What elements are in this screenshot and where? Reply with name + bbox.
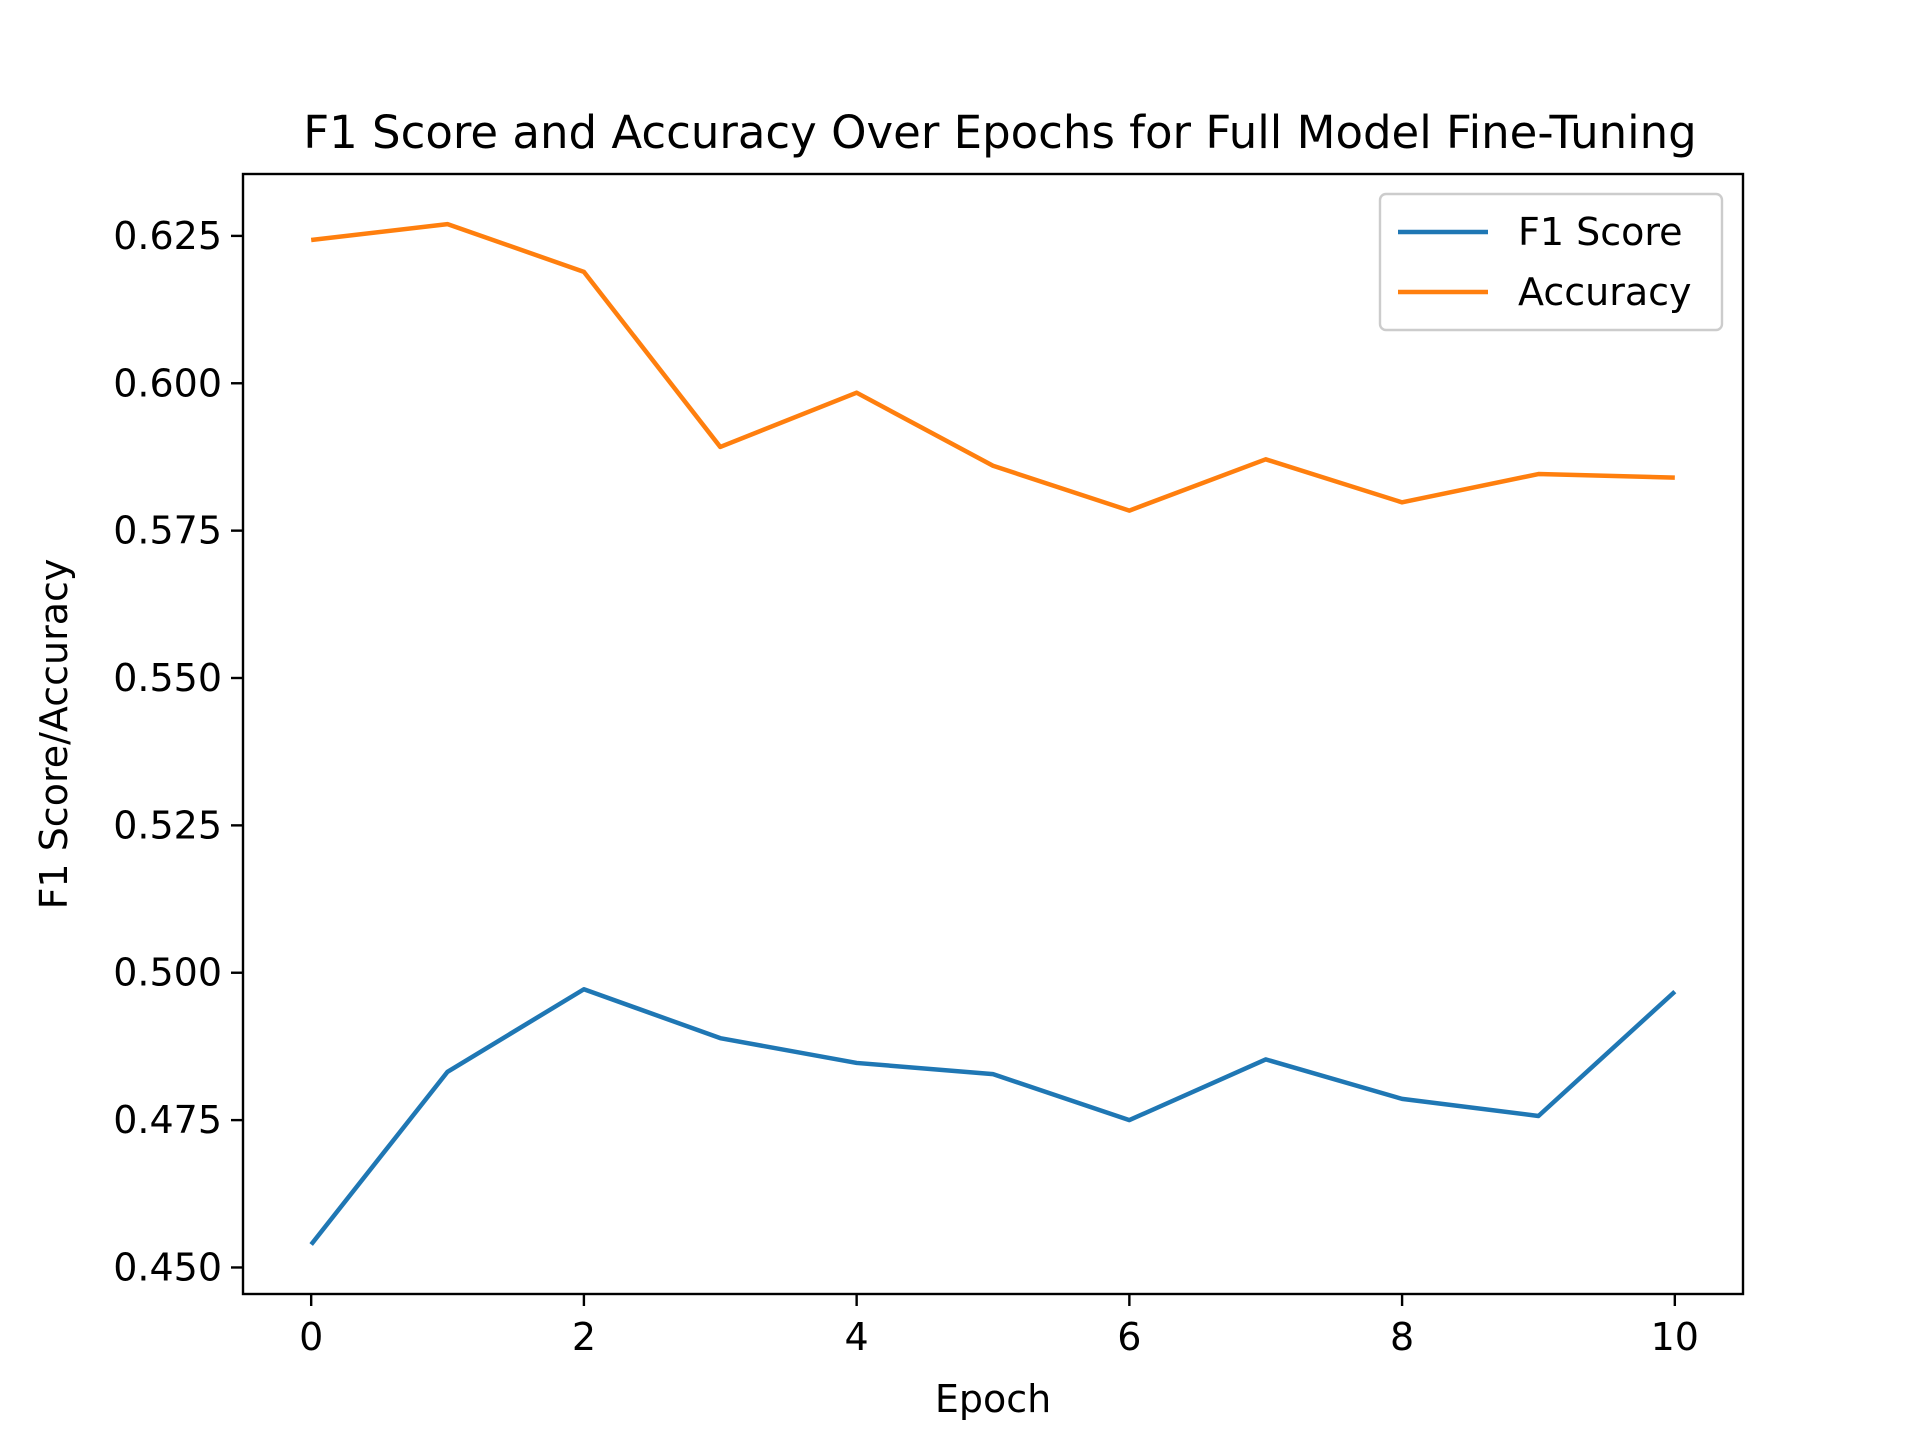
legend: F1 Score Accuracy [1378,192,1724,332]
y-tick-label: 0.475 [113,1098,222,1142]
x-tick-label: 0 [299,1315,323,1359]
y-tick-label: 0.525 [113,803,222,847]
x-tick-label: 6 [1117,1315,1141,1359]
x-tick-label: 10 [1651,1315,1699,1359]
y-tick-label: 0.575 [113,509,222,553]
x-tick-label: 8 [1390,1315,1414,1359]
legend-frame [1378,192,1724,332]
y-tick-label: 0.625 [113,214,222,258]
y-tick-label: 0.500 [113,951,222,995]
series-line-f1-score [309,986,1677,1246]
plot-frame [241,172,1745,1296]
x-tick-label: 2 [572,1315,596,1359]
x-axis-label: Epoch [935,1377,1051,1421]
series-lines [309,221,1677,1246]
y-tick-label: 0.450 [113,1245,222,1289]
y-axis-label: F1 Score/Accuracy [32,559,76,910]
chart-title: F1 Score and Accuracy Over Epochs for Fu… [303,106,1697,159]
legend-label-accuracy: Accuracy [1518,270,1692,314]
series-line-accuracy [310,221,1675,513]
x-axis: 0 2 4 6 8 10 [299,1294,1699,1359]
y-tick-label: 0.600 [113,361,222,405]
x-tick-label: 4 [845,1315,869,1359]
y-tick-label: 0.550 [113,656,222,700]
y-axis: 0.450 0.475 0.500 0.525 0.550 0.575 0.600 0.625 [113,214,243,1289]
legend-label-f1-score: F1 Score [1518,210,1683,254]
